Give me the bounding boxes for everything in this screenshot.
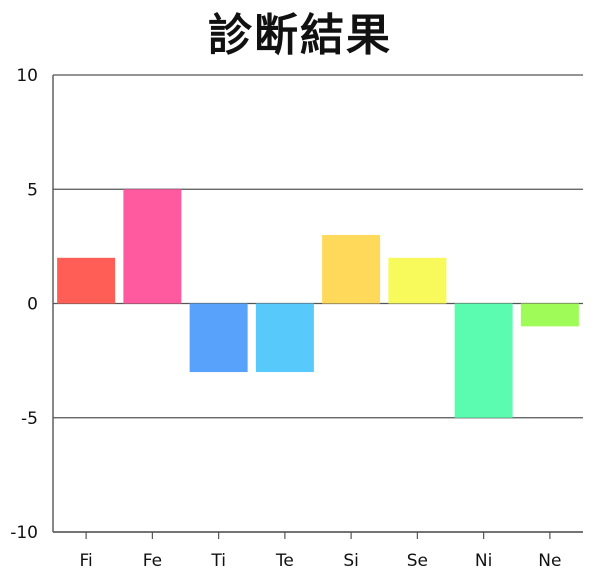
bar-fi: [57, 257, 116, 304]
chart-title: 診断結果: [208, 10, 392, 61]
x-tick-label: Se: [407, 551, 428, 571]
x-tick-label: Fi: [79, 551, 92, 571]
x-tick-label: Te: [275, 551, 294, 571]
bar-fe: [123, 189, 182, 304]
bar-si: [322, 234, 381, 304]
bars: [57, 189, 579, 418]
bar-ti: [189, 303, 248, 373]
y-tick-label: 10: [16, 66, 38, 86]
x-axis-ticks: Fi Fe Ti Te Si Se Ni Ne: [79, 532, 561, 571]
bar-ni: [454, 303, 513, 418]
x-tick-label: Ne: [538, 551, 561, 571]
x-tick-label: Fe: [143, 551, 162, 571]
y-tick-label: -5: [21, 409, 38, 429]
x-tick-label: Ni: [475, 551, 492, 571]
y-axis-ticks: 10 5 0 -5 -10: [10, 66, 38, 543]
bar-se: [388, 257, 447, 304]
x-tick-label: Si: [343, 551, 359, 571]
axes: [52, 75, 583, 533]
bar-ne: [520, 303, 579, 327]
x-tick-label: Ti: [210, 551, 226, 571]
bar-te: [255, 303, 314, 373]
y-tick-label: 0: [27, 295, 38, 315]
y-tick-label: 5: [27, 180, 38, 200]
y-tick-label: -10: [10, 523, 38, 543]
